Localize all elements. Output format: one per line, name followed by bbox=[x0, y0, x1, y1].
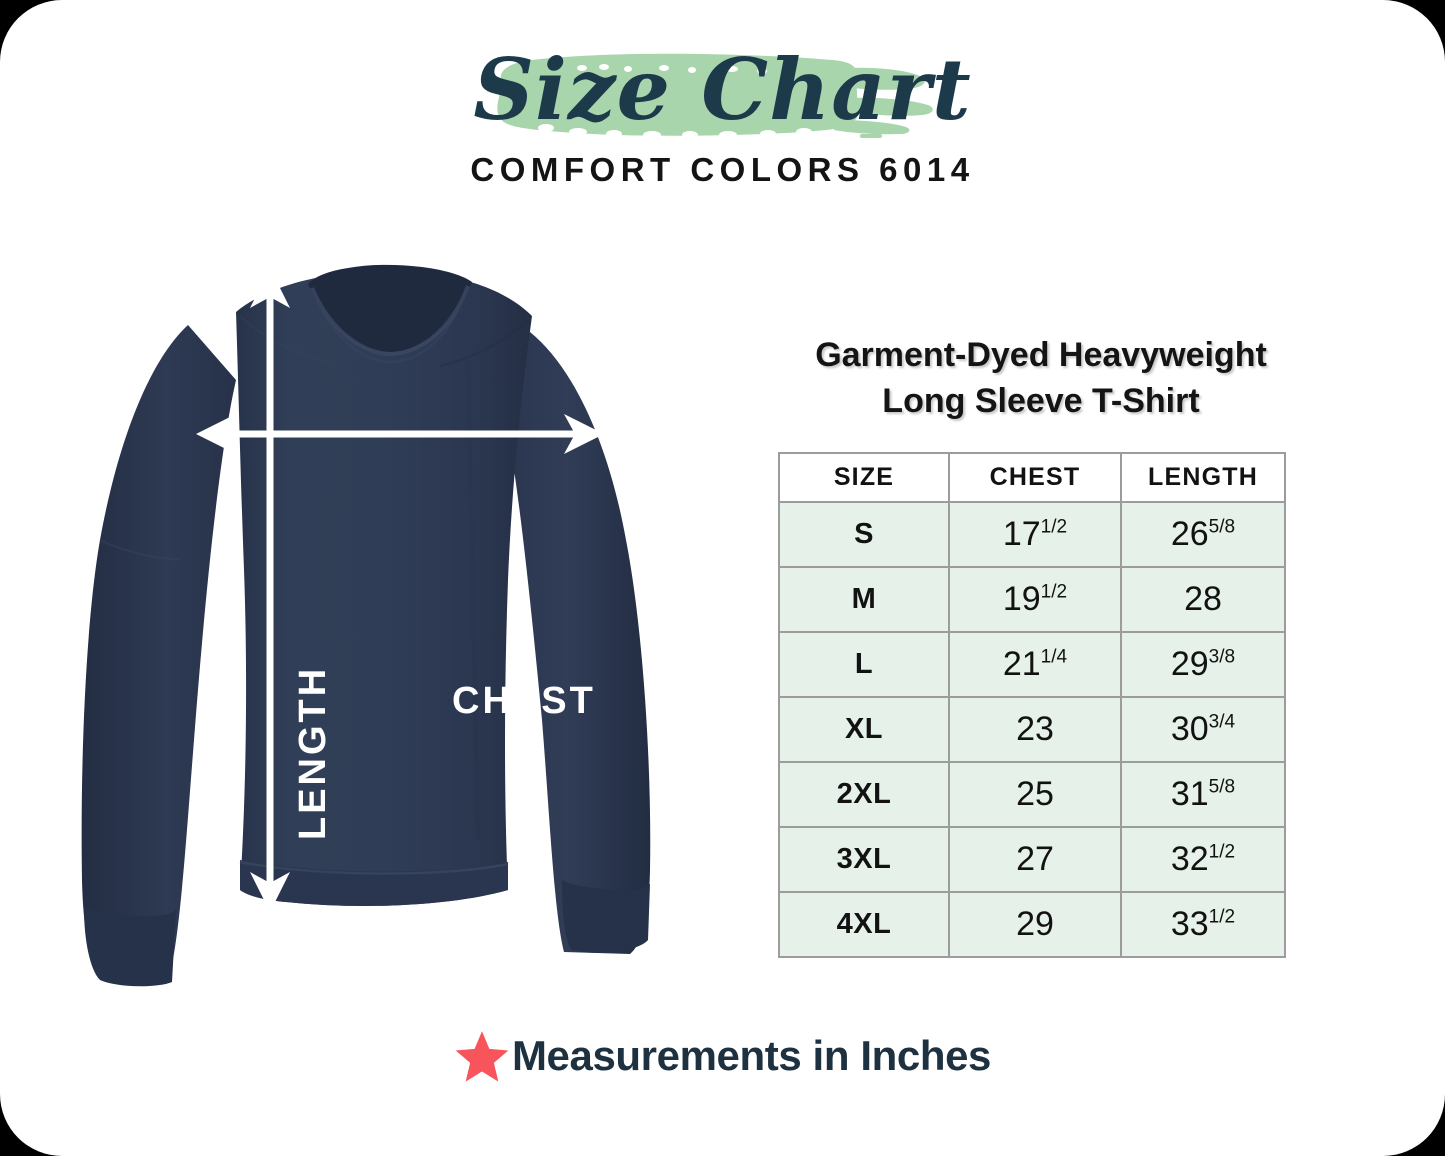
cell-length: 321/2 bbox=[1120, 826, 1286, 893]
product-code-subtitle: COMFORT COLORS 6014 bbox=[470, 151, 975, 188]
table-row: S 171/2 265/8 bbox=[778, 501, 1286, 568]
cell-size: S bbox=[778, 501, 950, 568]
product-title: Garment-Dyed Heavyweight Long Sleeve T-S… bbox=[716, 332, 1366, 424]
header: Size Chart COMFORT COLORS 6014 bbox=[0, 0, 1445, 210]
cell-length: 265/8 bbox=[1120, 501, 1286, 568]
cell-size: M bbox=[778, 566, 950, 633]
cell-chest: 25 bbox=[948, 761, 1122, 828]
cell-chest: 27 bbox=[948, 826, 1122, 893]
table-body: S 171/2 265/8 M 191/2 28 L 211/4 293/8 X… bbox=[778, 501, 1286, 958]
brush-stroke-graphic bbox=[486, 40, 960, 150]
cell-chest: 211/4 bbox=[948, 631, 1122, 698]
left-sleeve bbox=[81, 325, 236, 987]
cell-size: L bbox=[778, 631, 950, 698]
cell-length: 28 bbox=[1120, 566, 1286, 633]
cell-size: 4XL bbox=[778, 891, 950, 958]
cell-size: XL bbox=[778, 696, 950, 763]
column-header-size: SIZE bbox=[778, 452, 950, 503]
product-title-line-1: Garment-Dyed Heavyweight bbox=[815, 336, 1267, 374]
table-header-row: SIZE CHEST LENGTH bbox=[778, 452, 1286, 503]
cell-chest: 171/2 bbox=[948, 501, 1122, 568]
length-dimension-label: LENGTH bbox=[292, 665, 334, 840]
footer-note-text: Measurements in Inches bbox=[511, 1032, 992, 1079]
table-row: M 191/2 28 bbox=[778, 566, 1286, 633]
table-row: L 211/4 293/8 bbox=[778, 631, 1286, 698]
page-title: Size Chart bbox=[473, 40, 972, 139]
cell-chest: 191/2 bbox=[948, 566, 1122, 633]
table-row: 3XL 27 321/2 bbox=[778, 826, 1286, 893]
cell-chest: 23 bbox=[948, 696, 1122, 763]
size-table: SIZE CHEST LENGTH S 171/2 265/8 M 191/2 … bbox=[778, 452, 1286, 958]
column-header-chest: CHEST bbox=[948, 452, 1122, 503]
footer-note: Measurements in Inches bbox=[0, 1016, 1445, 1096]
table-row: 4XL 29 331/2 bbox=[778, 891, 1286, 958]
measurement-markers bbox=[196, 268, 604, 912]
cell-length: 315/8 bbox=[1120, 761, 1286, 828]
cell-length: 331/2 bbox=[1120, 891, 1286, 958]
garment-illustration: CHEST LENGTH bbox=[60, 240, 720, 1020]
product-title-line-2: Long Sleeve T-Shirt bbox=[882, 382, 1200, 420]
right-sleeve bbox=[498, 332, 651, 954]
star-icon bbox=[455, 1031, 509, 1082]
table-row: 2XL 25 315/8 bbox=[778, 761, 1286, 828]
collar bbox=[308, 264, 472, 364]
column-header-length: LENGTH bbox=[1120, 452, 1286, 503]
cell-size: 2XL bbox=[778, 761, 950, 828]
shirt-body bbox=[236, 271, 532, 906]
chest-dimension-label: CHEST bbox=[452, 680, 596, 722]
cell-length: 303/4 bbox=[1120, 696, 1286, 763]
table-row: XL 23 303/4 bbox=[778, 696, 1286, 763]
cell-size: 3XL bbox=[778, 826, 950, 893]
cell-length: 293/8 bbox=[1120, 631, 1286, 698]
cell-chest: 29 bbox=[948, 891, 1122, 958]
